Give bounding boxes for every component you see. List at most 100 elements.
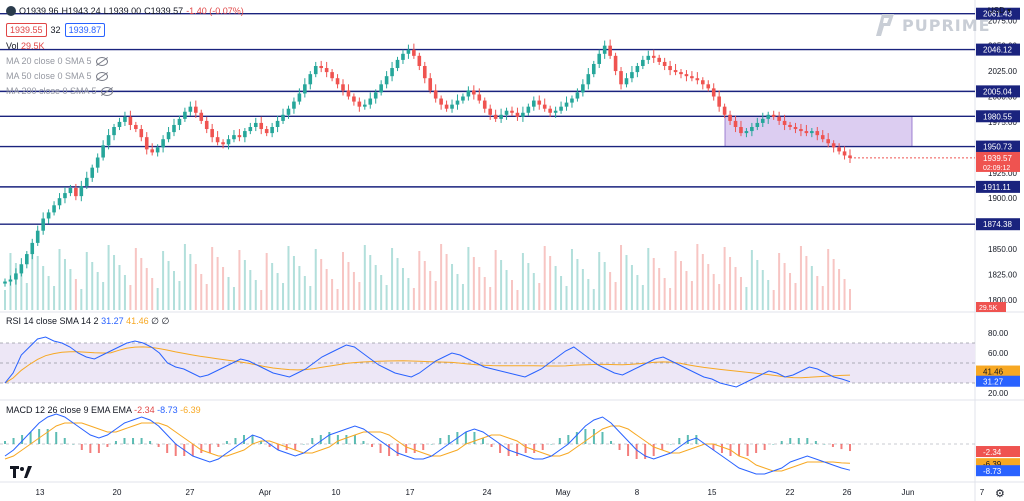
volume-bar [69,269,72,310]
volume-legend[interactable]: Vol 29.5K [6,41,45,51]
candle-body [352,96,356,102]
price-level-label: 2081.43 [983,10,1012,19]
volume-bar [680,261,682,310]
macd-histogram-bar [123,438,126,444]
candle-body [112,127,116,136]
candle-body [570,98,574,103]
candle-body [597,53,602,64]
candle-body [14,273,18,280]
volume-bar [838,269,841,310]
price-level-tag [976,110,1020,123]
volume-bar [336,289,339,310]
volume-bar [254,280,257,310]
macd-histogram-bar [55,432,58,444]
macd-legend[interactable]: MACD 12 26 close 9 EMA EMA -2.34 -8.73 -… [6,405,201,415]
candle-body [379,84,383,93]
volume-bar [292,256,295,310]
volume-bar [478,267,481,310]
volume-bar [232,287,235,310]
candle-body [591,63,596,75]
volume-bar [505,270,508,310]
candle-body [248,127,253,132]
candle-body [101,145,105,158]
ma200-legend[interactable]: MA 200 close 0 SMA 5 [6,86,113,97]
candle-body [461,96,465,101]
candle-body [526,106,531,113]
macd-histogram-bar [763,444,766,450]
macd-histogram-bar [72,444,75,445]
candle-body [564,102,569,107]
currency-selector[interactable]: USD ▾ [988,6,1012,15]
candle-body [144,137,149,150]
candle-body [422,66,427,79]
macd-histogram-bar [814,441,817,444]
macd-histogram-bar [80,444,83,450]
volume-bar [761,270,764,310]
volume-bar [47,276,50,310]
candle-body [188,106,193,112]
candle-body [488,108,492,115]
volume-tag-label: 29.5K [979,305,998,312]
settings-gear-icon[interactable]: ⚙ [995,488,1005,500]
macd-value-tag-label: -6.39 [983,460,1002,469]
ma50-legend[interactable]: MA 50 close 0 SMA 5 [6,71,108,82]
volume-bar [401,268,404,310]
candle-body [695,78,700,81]
volume-bar [472,257,475,310]
macd-histogram-bar [473,432,476,444]
ohlc-high: H1943.24 [61,6,101,16]
macd-histogram-bar [149,441,152,444]
macd-histogram-bar [46,429,49,444]
volume-bar [412,288,415,310]
tradingview-logo-icon[interactable] [10,465,32,481]
brand-name: PUPRIME [902,15,991,35]
candle-body [499,114,503,119]
candle-body [330,72,334,79]
candle-body [123,116,127,122]
volume-bar [598,252,601,310]
volume-bar [14,263,17,310]
volume-bar [260,290,263,310]
hidden-eye-icon[interactable] [95,57,108,67]
macd-histogram-bar [166,444,169,453]
macd-histogram-bar [302,444,305,445]
volume-bar [565,286,568,310]
volume-bar [494,250,497,310]
rsi-legend[interactable]: RSI 14 close SMA 14 2 31.27 41.46 ∅ ∅ [6,316,169,327]
macd-histogram-bar [157,444,160,447]
volume-bar [178,281,181,310]
y-tick-label: 1825.00 [988,270,1017,279]
buy-price-button[interactable]: 1939.87 [64,23,106,37]
price-level-label: 2005.04 [983,87,1012,96]
hidden-eye-icon[interactable] [95,72,108,82]
candle-body [651,55,656,58]
candle-body [275,120,280,127]
ma20-legend[interactable]: MA 20 close 0 SMA 5 [6,56,108,67]
macd-value-tag-label: -8.73 [983,467,1002,476]
sell-price-button[interactable]: 1939.55 [6,23,47,37]
volume-bar [690,281,693,310]
candle-body [95,157,100,168]
volume-bar [434,281,437,310]
ohlc-open: O1939.96 [19,6,59,16]
rsi-tag [976,375,1020,387]
hidden-eye-icon[interactable] [100,87,113,97]
candle-body [744,131,749,134]
volume-bar [282,283,285,310]
macd-histogram-bar [567,435,570,444]
candle-body [602,45,607,54]
candle-body [717,96,721,107]
candle-body [782,120,787,125]
volume-bar [696,244,699,310]
candle-body [363,104,367,107]
candle-body [46,212,51,219]
volume-bar [827,249,830,310]
volume-bar [489,287,492,310]
volume-bar [380,275,383,310]
candle-body [750,127,754,132]
macd-histogram-bar [268,444,271,447]
x-tick-label: 17 [406,488,415,497]
volume-bar [189,254,192,310]
